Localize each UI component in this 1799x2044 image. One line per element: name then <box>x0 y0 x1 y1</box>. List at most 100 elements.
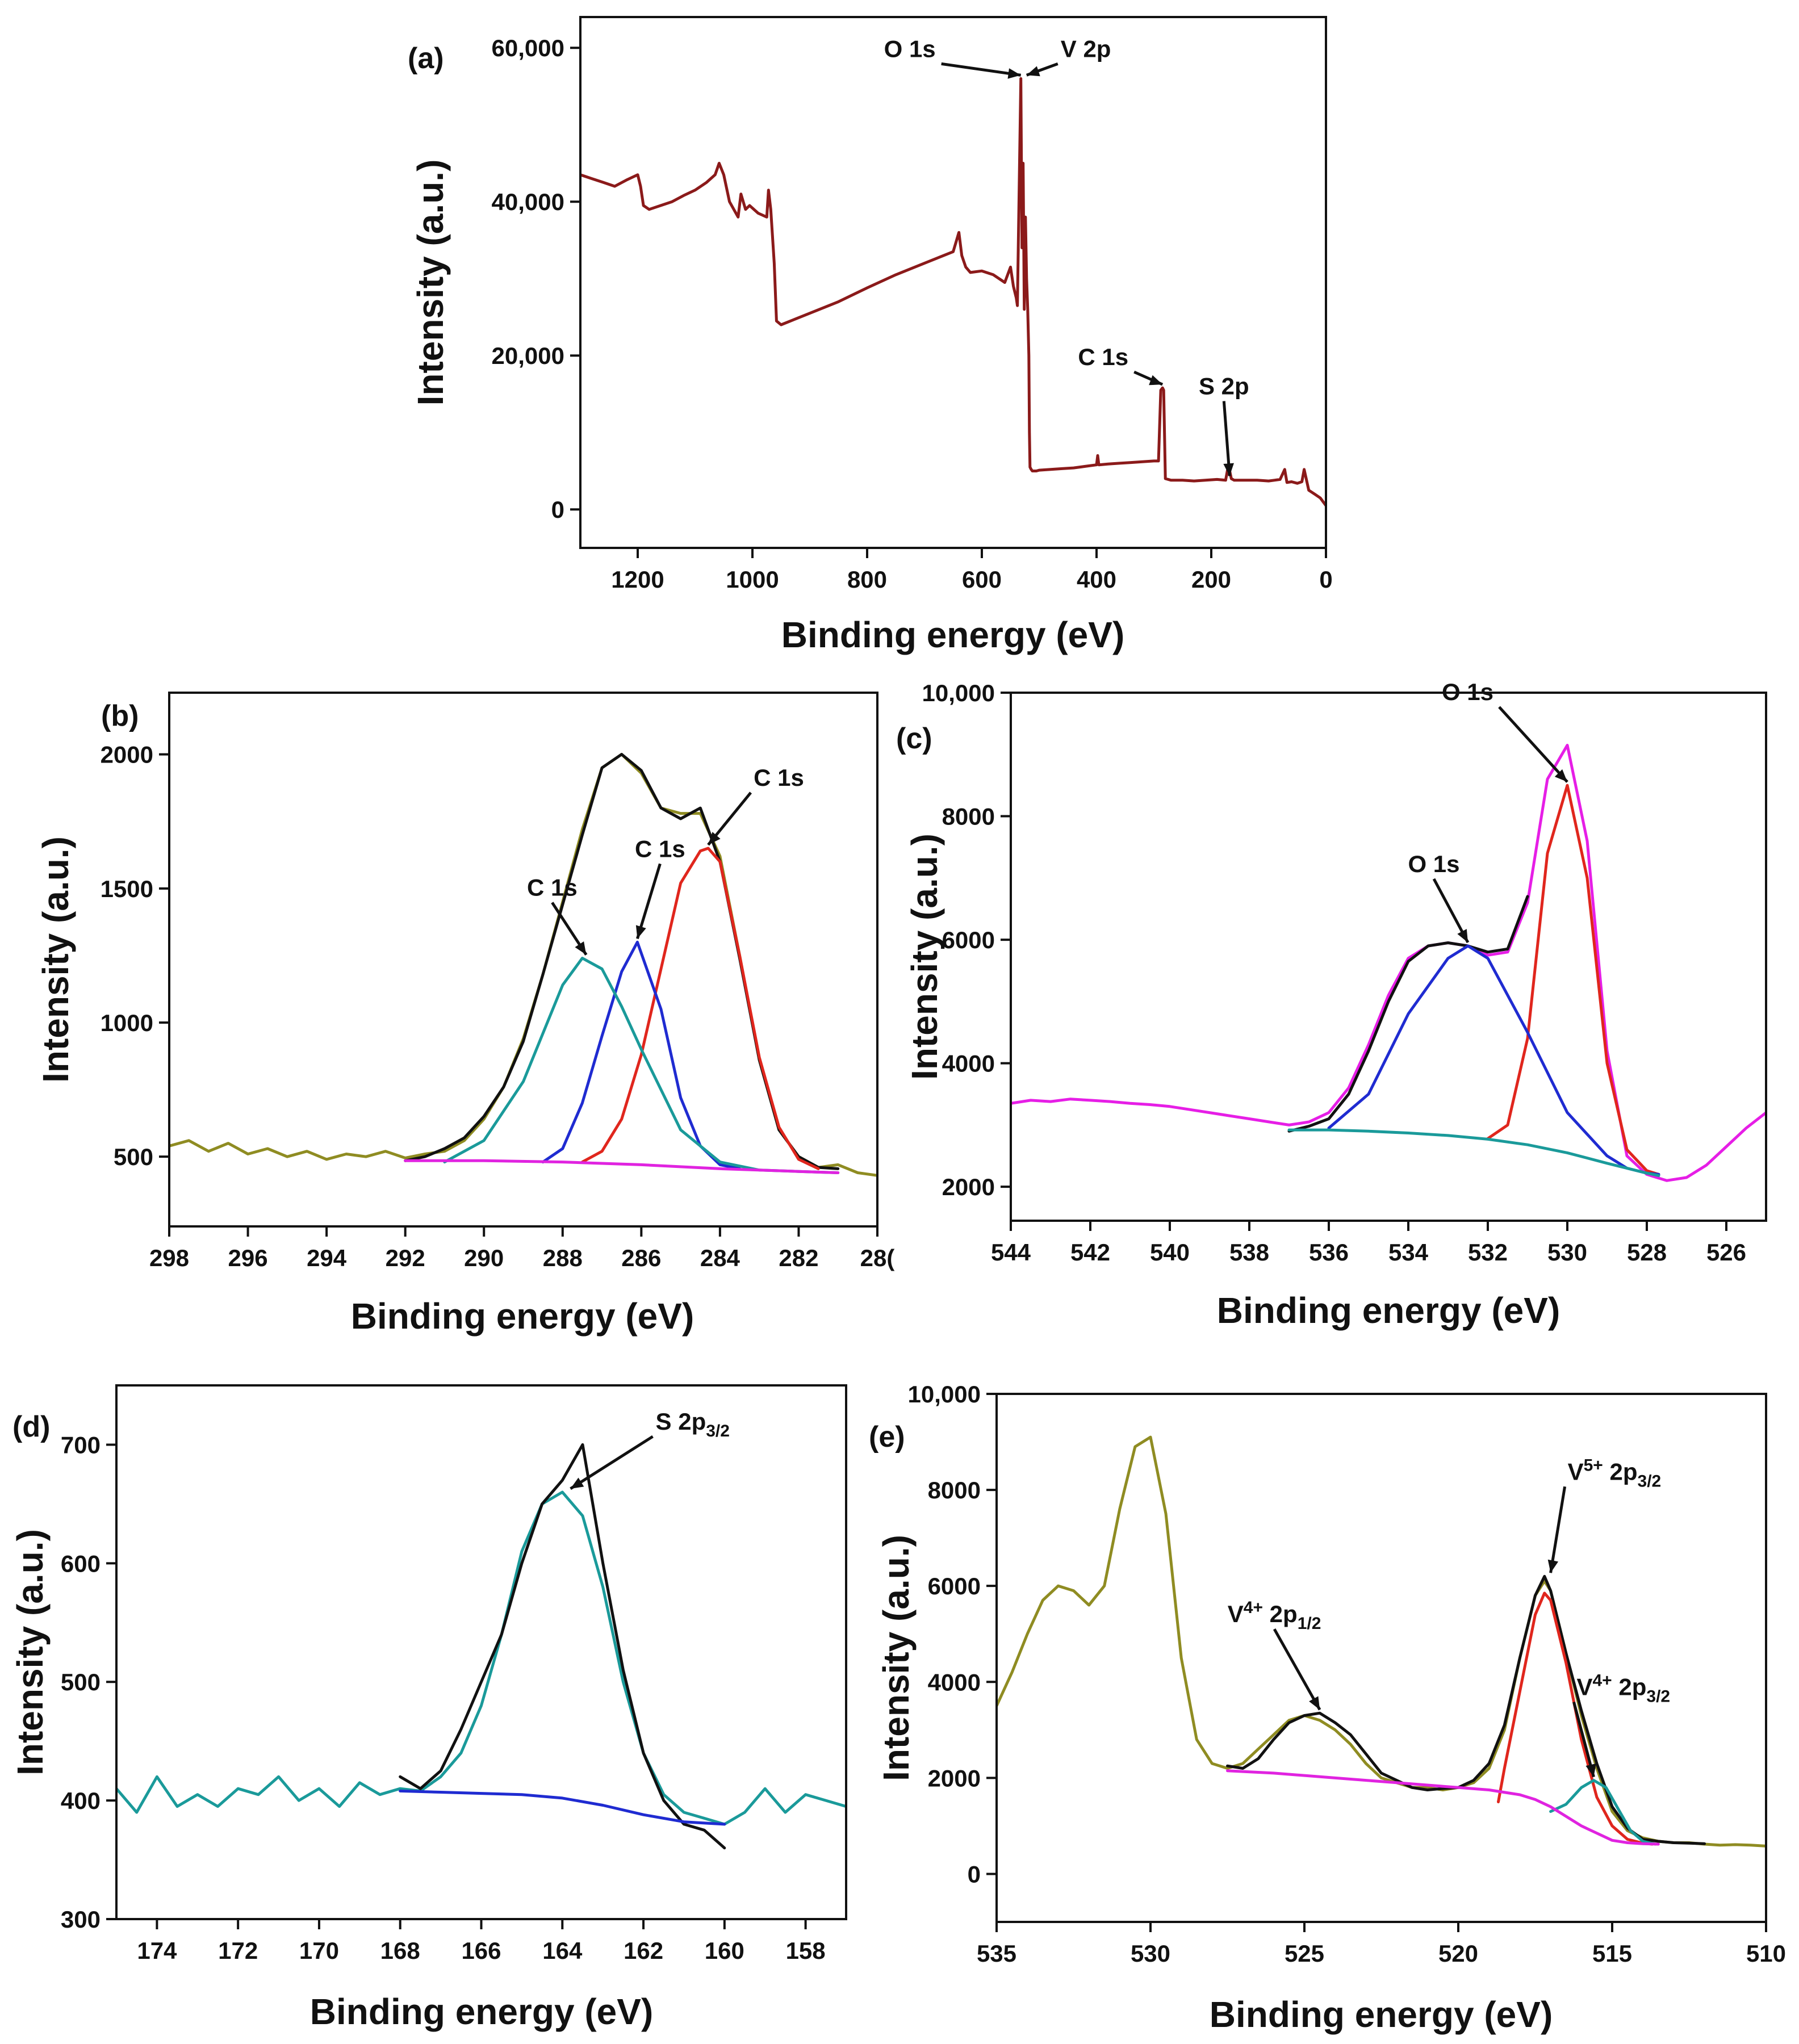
peak-annotation: C 1s <box>635 835 685 862</box>
series-line-4 <box>1287 1128 1660 1178</box>
y-tick-label: 0 <box>968 1861 981 1887</box>
x-axis-title: Binding energy (eV) <box>1210 1994 1553 2035</box>
y-tick-label: 600 <box>61 1550 101 1577</box>
x-tick-label: 530 <box>1131 1940 1170 1967</box>
x-tick-label: 535 <box>977 1940 1016 1967</box>
x-tick-label: 290 <box>464 1245 504 1271</box>
annotation-arrow <box>1273 1628 1321 1711</box>
y-tick-label: 10,000 <box>908 1381 981 1408</box>
plot-frame <box>168 692 878 1228</box>
x-tick-label: 600 <box>962 566 1002 593</box>
annotation-arrow <box>636 863 662 940</box>
peak-annotation: C 1s <box>527 874 578 901</box>
y-tick-label: 1500 <box>101 876 153 902</box>
annotation-arrow <box>570 1435 654 1490</box>
x-tick-label: 294 <box>307 1245 347 1271</box>
x-tick-label: 172 <box>218 1937 258 1964</box>
annotation-arrow <box>1572 1701 1595 1778</box>
x-tick-label: 526 <box>1706 1239 1746 1266</box>
arrowhead <box>1547 1559 1559 1573</box>
x-tick-label: 162 <box>624 1937 663 1964</box>
panel-e: 535 530 525 520 515 510 0 2000 4000 6000 8000 10,00… <box>869 1381 1786 2035</box>
panel-b: 298 296 294 292 290 288 286 284 282 28(500 1000 150… <box>35 692 895 1337</box>
plot-frame <box>1010 692 1767 1222</box>
series-line-0 <box>169 753 877 1177</box>
y-tick-label: 8000 <box>928 1477 981 1503</box>
series-line-1 <box>399 1443 726 1850</box>
panel-label: (b) <box>101 700 139 732</box>
y-tick-label: 2000 <box>928 1765 981 1791</box>
series-line-4 <box>443 957 840 1174</box>
panel-label: (e) <box>869 1421 905 1454</box>
x-tick-label: 286 <box>621 1245 661 1271</box>
y-tick-label: 300 <box>61 1906 101 1933</box>
x-axis-title: Binding energy (eV) <box>1217 1290 1560 1331</box>
x-tick-label: 0 <box>1319 566 1332 593</box>
series-line-4 <box>1226 1769 1660 1846</box>
y-tick-label: 20,000 <box>492 342 564 369</box>
x-tick-label: 520 <box>1438 1940 1478 1967</box>
arrowhead <box>575 941 587 955</box>
y-tick-label: 6000 <box>928 1573 981 1599</box>
x-tick-label: 538 <box>1229 1239 1269 1266</box>
series-line-2 <box>1497 1591 1654 1846</box>
peak-annotation: S 2p <box>1199 372 1249 399</box>
series-line-0 <box>1011 744 1766 1182</box>
arrowhead <box>635 925 646 939</box>
x-tick-label: 510 <box>1746 1940 1786 1967</box>
x-tick-label: 542 <box>1070 1239 1110 1266</box>
arrowhead <box>1554 769 1567 782</box>
x-tick-label: 282 <box>779 1245 818 1271</box>
y-axis-title: Intensity (a.u.) <box>10 1529 51 1775</box>
x-tick-label: 525 <box>1285 1940 1324 1967</box>
plot-frame <box>115 1384 847 1920</box>
x-tick-label: 532 <box>1468 1239 1508 1266</box>
peak-annotation: V5+ 2p3/2 <box>1568 1456 1662 1490</box>
x-tick-label: 534 <box>1388 1239 1429 1266</box>
x-tick-label: 160 <box>705 1937 744 1964</box>
x-tick-label: 288 <box>543 1245 583 1271</box>
x-tick-label: 200 <box>1191 566 1231 593</box>
series-line-2 <box>1486 784 1660 1176</box>
y-tick-label: 0 <box>551 496 564 523</box>
y-axis-title: Intensity (a.u.) <box>35 836 76 1083</box>
series-line-0 <box>997 1435 1766 1848</box>
x-tick-label: 544 <box>991 1239 1031 1266</box>
arrowhead <box>1223 463 1234 476</box>
x-tick-label: 284 <box>700 1245 740 1271</box>
x-tick-label: 298 <box>149 1245 189 1271</box>
y-tick-label: 500 <box>61 1669 101 1695</box>
x-tick-label: 158 <box>786 1937 826 1964</box>
y-tick-label: 4000 <box>928 1669 981 1695</box>
x-tick-label: 1200 <box>611 566 664 593</box>
panel-a: 1200 1000 800 600 400 200 0 0 20,000 40,000 60,000… <box>408 16 1333 655</box>
panel-label: (d) <box>12 1410 50 1443</box>
x-tick-label: 536 <box>1309 1239 1349 1266</box>
annotation-arrow <box>1498 706 1568 783</box>
x-axis-title: Binding energy (eV) <box>781 614 1125 655</box>
x-tick-label: 174 <box>137 1937 177 1964</box>
arrowhead <box>1309 1696 1320 1710</box>
series-line-1 <box>1226 1574 1706 1845</box>
peak-annotation: V4+ 2p1/2 <box>1228 1598 1321 1633</box>
y-tick-label: 700 <box>61 1431 101 1458</box>
x-tick-label: 28( <box>860 1245 895 1271</box>
series-line-0 <box>580 77 1326 507</box>
series-line-3 <box>1549 1779 1657 1846</box>
x-tick-label: 530 <box>1547 1239 1587 1266</box>
peak-annotation: V4+ 2p3/2 <box>1576 1672 1670 1706</box>
plot-frame <box>579 16 1327 549</box>
series-line-2 <box>399 1789 726 1826</box>
x-tick-label: 515 <box>1592 1940 1632 1967</box>
arrowhead <box>1585 1763 1596 1777</box>
y-tick-label: 500 <box>114 1144 153 1170</box>
peak-annotation: O 1s <box>1442 678 1493 705</box>
x-axis-title: Binding energy (eV) <box>351 1296 695 1337</box>
arrowhead <box>708 832 721 845</box>
annotation-arrow <box>1549 1486 1567 1573</box>
y-tick-label: 6000 <box>942 927 995 953</box>
x-tick-label: 170 <box>299 1937 339 1964</box>
y-tick-label: 4000 <box>942 1050 995 1077</box>
x-tick-label: 166 <box>461 1937 501 1964</box>
